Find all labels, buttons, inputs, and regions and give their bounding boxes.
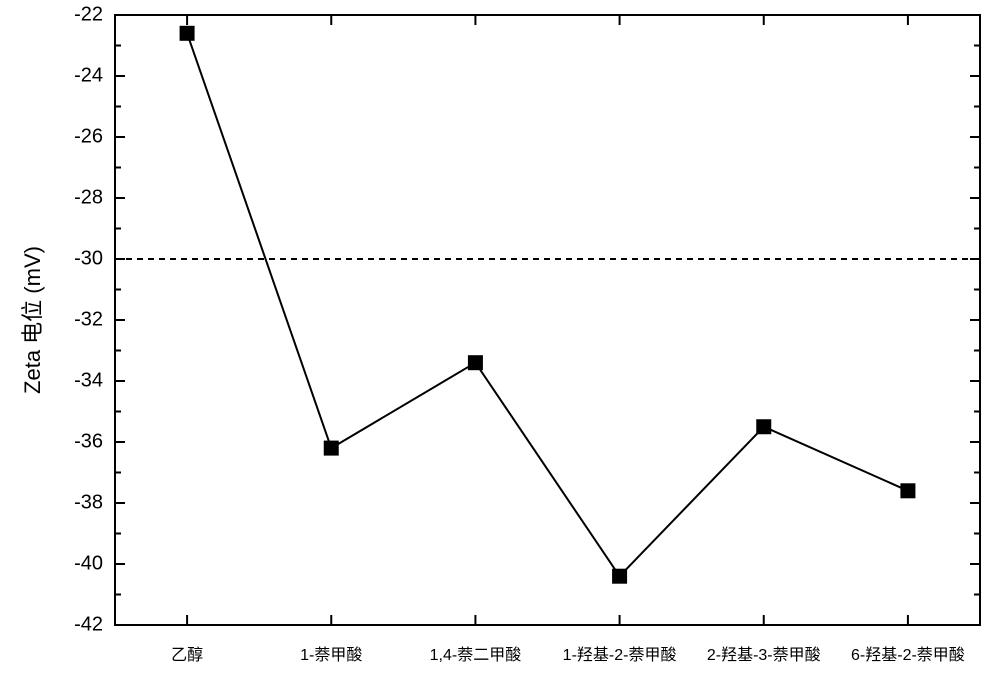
data-marker — [901, 484, 915, 498]
y-axis-label: Zeta 电位 (mV) — [20, 246, 45, 394]
xtick-label: 6-羟基-2-萘甲酸 — [851, 646, 965, 664]
ytick-label: -38 — [74, 491, 103, 513]
ytick-label: -34 — [74, 369, 103, 391]
plot-frame — [115, 15, 980, 625]
data-marker — [757, 420, 771, 434]
ytick-label: -42 — [74, 613, 103, 635]
data-line — [187, 33, 908, 576]
xtick-label: 1,4-萘二甲酸 — [430, 646, 522, 664]
ytick-label: -36 — [74, 430, 103, 452]
ytick-label: -22 — [74, 3, 103, 25]
data-marker — [468, 356, 482, 370]
ytick-label: -32 — [74, 308, 103, 330]
ytick-label: -30 — [74, 247, 103, 269]
xtick-label: 1-萘甲酸 — [300, 646, 362, 664]
ytick-label: -28 — [74, 186, 103, 208]
xtick-label: 1-羟基-2-萘甲酸 — [563, 646, 677, 664]
ytick-label: -26 — [74, 125, 103, 147]
xtick-label: 乙醇 — [171, 646, 203, 664]
data-marker — [613, 569, 627, 583]
data-marker — [324, 441, 338, 455]
data-marker — [180, 26, 194, 40]
xtick-label: 2-羟基-3-萘甲酸 — [707, 646, 821, 664]
ytick-label: -40 — [74, 552, 103, 574]
ytick-label: -24 — [74, 64, 103, 86]
